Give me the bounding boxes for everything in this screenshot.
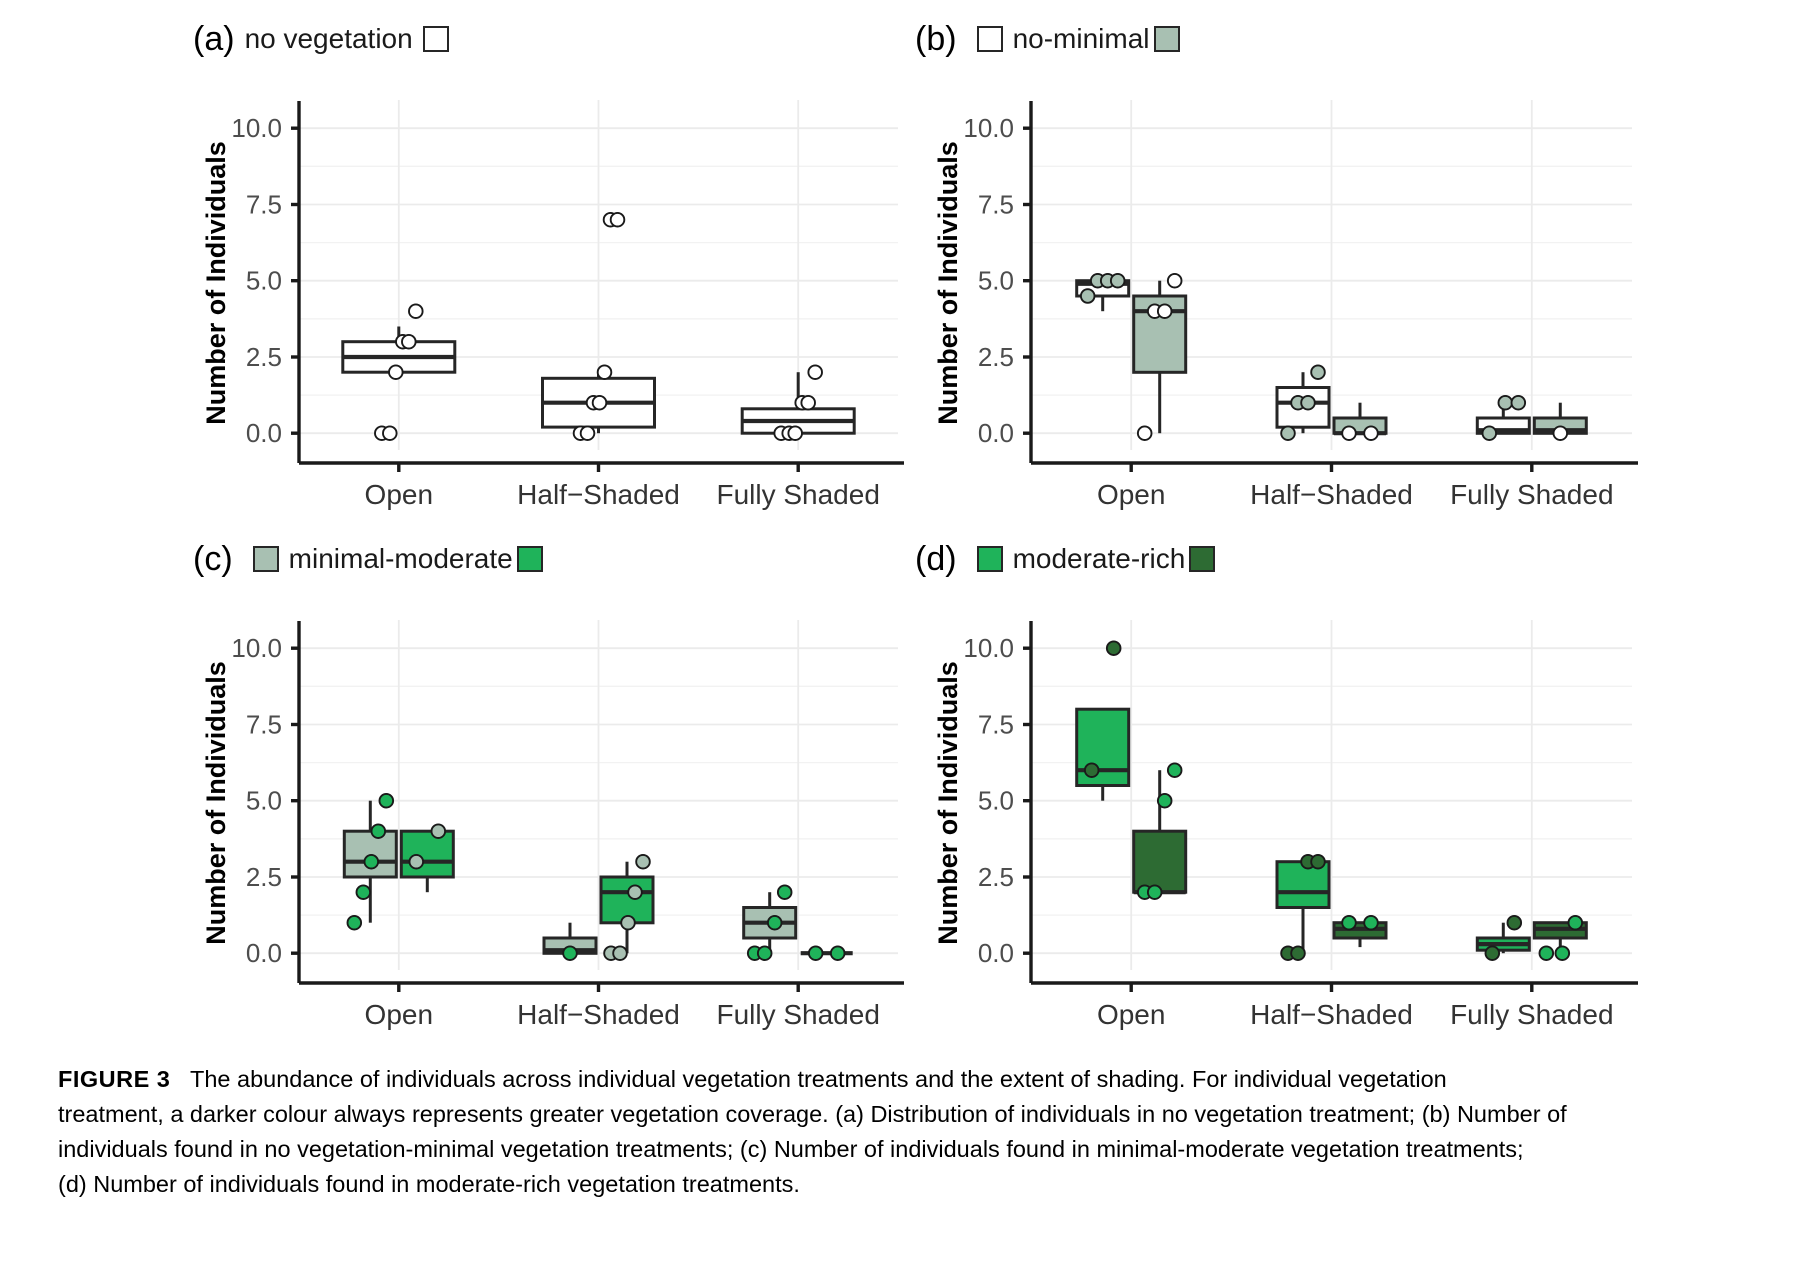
svg-text:Open: Open xyxy=(365,999,434,1030)
svg-text:2.5: 2.5 xyxy=(978,342,1014,372)
svg-text:10.0: 10.0 xyxy=(231,633,282,663)
svg-text:Open: Open xyxy=(365,479,434,510)
svg-text:2.5: 2.5 xyxy=(246,862,282,892)
svg-text:7.5: 7.5 xyxy=(246,710,282,740)
svg-text:Half−Shaded: Half−Shaded xyxy=(517,999,680,1030)
svg-text:5.0: 5.0 xyxy=(978,786,1014,816)
svg-text:Half−Shaded: Half−Shaded xyxy=(1250,479,1413,510)
svg-text:5.0: 5.0 xyxy=(246,266,282,296)
svg-text:Fully Shaded: Fully Shaded xyxy=(1450,999,1613,1030)
svg-text:Number of Individuals: Number of Individuals xyxy=(933,661,963,945)
svg-text:7.5: 7.5 xyxy=(246,190,282,220)
svg-text:2.5: 2.5 xyxy=(978,862,1014,892)
svg-text:Open: Open xyxy=(1097,999,1166,1030)
svg-text:0.0: 0.0 xyxy=(246,938,282,968)
svg-text:Number of Individuals: Number of Individuals xyxy=(201,661,231,945)
svg-text:Number of Individuals: Number of Individuals xyxy=(933,141,963,425)
svg-text:7.5: 7.5 xyxy=(978,710,1014,740)
svg-text:Fully Shaded: Fully Shaded xyxy=(1450,479,1613,510)
svg-text:10.0: 10.0 xyxy=(963,113,1014,143)
svg-text:5.0: 5.0 xyxy=(246,786,282,816)
svg-text:Open: Open xyxy=(1097,479,1166,510)
svg-text:10.0: 10.0 xyxy=(963,633,1014,663)
svg-text:0.0: 0.0 xyxy=(978,418,1014,448)
svg-text:Fully Shaded: Fully Shaded xyxy=(716,999,879,1030)
svg-text:Half−Shaded: Half−Shaded xyxy=(1250,999,1413,1030)
svg-text:5.0: 5.0 xyxy=(978,266,1014,296)
svg-text:0.0: 0.0 xyxy=(978,938,1014,968)
svg-text:10.0: 10.0 xyxy=(231,113,282,143)
svg-text:2.5: 2.5 xyxy=(246,342,282,372)
svg-text:Fully Shaded: Fully Shaded xyxy=(716,479,879,510)
svg-text:Number of Individuals: Number of Individuals xyxy=(201,141,231,425)
svg-text:0.0: 0.0 xyxy=(246,418,282,448)
svg-text:7.5: 7.5 xyxy=(978,190,1014,220)
svg-text:Half−Shaded: Half−Shaded xyxy=(517,479,680,510)
